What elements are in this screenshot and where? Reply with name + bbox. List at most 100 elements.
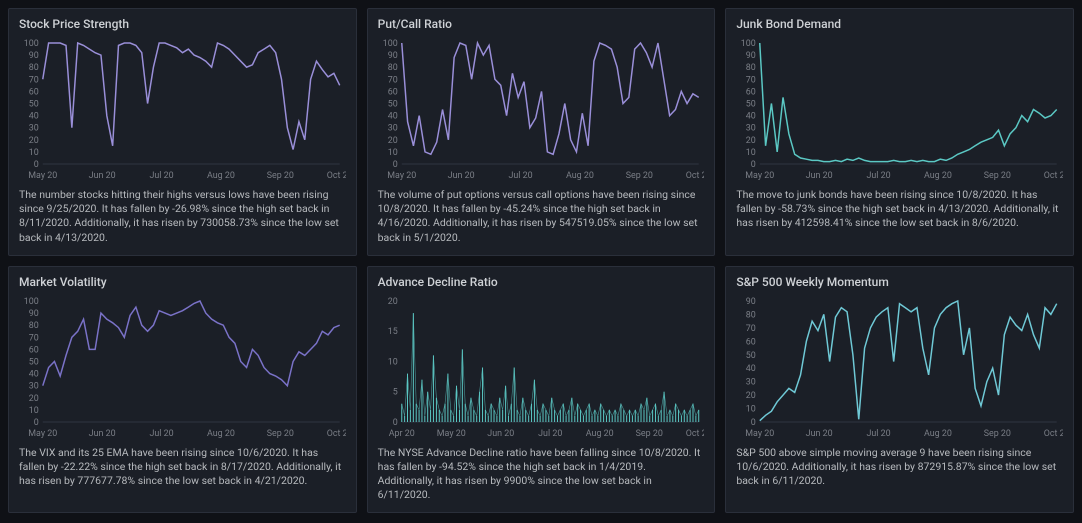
svg-text:20: 20 [746,136,756,146]
svg-text:90: 90 [746,51,756,61]
svg-text:40: 40 [29,369,39,379]
svg-text:70: 70 [29,333,39,343]
svg-text:0: 0 [392,160,397,170]
svg-text:5: 5 [392,387,397,397]
svg-text:May 20: May 20 [28,171,57,181]
svg-text:Apr 20: Apr 20 [388,429,414,439]
svg-text:50: 50 [29,99,39,109]
panel-title: Put/Call Ratio [378,17,705,31]
svg-text:May 20: May 20 [28,429,57,439]
svg-text:100: 100 [24,297,39,307]
svg-text:Oct 20: Oct 20 [685,171,704,181]
svg-text:90: 90 [29,309,39,319]
svg-text:Oct 20: Oct 20 [327,171,346,181]
panel-title: Junk Bond Demand [736,17,1063,31]
svg-text:Sep 20: Sep 20 [635,429,662,439]
svg-text:Aug 20: Aug 20 [924,171,952,181]
svg-text:0: 0 [751,160,756,170]
chart-stock-price-strength[interactable]: 0102030405060708090100May 20Jun 20Jul 20… [19,37,346,182]
panel-title: S&P 500 Weekly Momentum [736,275,1063,289]
panel-title: Market Volatility [19,275,346,289]
svg-text:Oct 20: Oct 20 [327,429,346,439]
svg-text:Jun 20: Jun 20 [89,171,116,181]
panel-title: Advance Decline Ratio [378,275,705,289]
panel-description: The number stocks hitting their highs ve… [19,188,346,245]
panel-title: Stock Price Strength [19,17,346,31]
dashboard-grid: Stock Price Strength01020304050607080901… [8,8,1074,513]
svg-text:30: 30 [746,377,756,387]
svg-text:Jul 20: Jul 20 [867,171,891,181]
chart-put-call-ratio[interactable]: 0102030405060708090100May 20Jun 20Jul 20… [378,37,705,182]
svg-text:May 20: May 20 [387,171,416,181]
svg-text:80: 80 [29,321,39,331]
svg-text:60: 60 [29,345,39,355]
svg-text:40: 40 [29,112,39,122]
svg-text:Jul 20: Jul 20 [149,429,173,439]
svg-text:70: 70 [746,324,756,334]
svg-text:40: 40 [746,364,756,374]
svg-text:Jun 20: Jun 20 [806,171,833,181]
svg-text:Aug 20: Aug 20 [207,429,235,439]
chart-sp500-weekly-momentum[interactable]: 0102030405060708090May 20Jun 20Jul 20Aug… [736,295,1063,440]
svg-text:70: 70 [746,75,756,85]
svg-text:50: 50 [746,350,756,360]
svg-text:30: 30 [746,124,756,134]
svg-text:Sep 20: Sep 20 [625,171,652,181]
svg-text:90: 90 [746,297,756,307]
panel-description: The move to junk bonds have been rising … [736,188,1063,231]
panel-stock-price-strength: Stock Price Strength01020304050607080901… [8,8,357,256]
svg-text:100: 100 [24,39,39,49]
chart-junk-bond-demand[interactable]: 0102030405060708090100May 20Jun 20Jul 20… [736,37,1063,182]
svg-text:Aug 20: Aug 20 [566,171,594,181]
svg-text:Sep 20: Sep 20 [267,171,294,181]
svg-text:30: 30 [29,381,39,391]
chart-advance-decline-ratio[interactable]: 05101520Apr 20May 20Jun 20Jul 20Aug 20Se… [378,295,705,440]
svg-text:50: 50 [746,99,756,109]
svg-text:Aug 20: Aug 20 [924,429,952,439]
svg-text:80: 80 [387,63,397,73]
svg-text:Jul 20: Jul 20 [149,171,173,181]
svg-text:60: 60 [746,87,756,97]
panel-description: The volume of put options versus call op… [378,188,705,245]
svg-text:Oct 20: Oct 20 [685,429,704,439]
svg-text:Jun 20: Jun 20 [806,429,833,439]
svg-text:70: 70 [29,75,39,85]
svg-text:60: 60 [29,87,39,97]
svg-text:60: 60 [387,87,397,97]
svg-text:80: 80 [746,63,756,73]
svg-text:10: 10 [387,357,397,367]
svg-text:90: 90 [387,51,397,61]
svg-text:70: 70 [387,75,397,85]
svg-text:80: 80 [746,310,756,320]
svg-text:20: 20 [387,136,397,146]
svg-text:0: 0 [34,160,39,170]
svg-text:10: 10 [746,404,756,414]
svg-text:Sep 20: Sep 20 [267,429,294,439]
svg-text:Jul 20: Jul 20 [538,429,562,439]
panel-market-volatility: Market Volatility0102030405060708090100M… [8,266,357,514]
svg-text:20: 20 [29,136,39,146]
chart-market-volatility[interactable]: 0102030405060708090100May 20Jun 20Jul 20… [19,295,346,440]
svg-text:Jun 20: Jun 20 [89,429,116,439]
svg-text:90: 90 [29,51,39,61]
svg-text:May 20: May 20 [746,171,775,181]
svg-text:Jul 20: Jul 20 [867,429,891,439]
panel-advance-decline-ratio: Advance Decline Ratio05101520Apr 20May 2… [367,266,716,514]
panel-put-call-ratio: Put/Call Ratio0102030405060708090100May … [367,8,716,256]
panel-description: The VIX and its 25 EMA have been rising … [19,446,346,489]
svg-text:30: 30 [29,124,39,134]
panel-junk-bond-demand: Junk Bond Demand0102030405060708090100Ma… [725,8,1074,256]
svg-text:20: 20 [29,393,39,403]
svg-text:Jun 20: Jun 20 [447,171,474,181]
svg-text:Oct 20: Oct 20 [1044,171,1063,181]
svg-text:Oct 20: Oct 20 [1044,429,1063,439]
svg-text:Jun 20: Jun 20 [487,429,514,439]
svg-text:20: 20 [387,297,397,307]
svg-text:May 20: May 20 [746,429,775,439]
svg-text:Sep 20: Sep 20 [984,171,1011,181]
svg-text:Aug 20: Aug 20 [585,429,613,439]
svg-text:20: 20 [746,391,756,401]
panel-sp500-weekly-momentum: S&P 500 Weekly Momentum01020304050607080… [725,266,1074,514]
svg-text:10: 10 [29,406,39,416]
panel-description: S&P 500 above simple moving average 9 ha… [736,446,1063,489]
